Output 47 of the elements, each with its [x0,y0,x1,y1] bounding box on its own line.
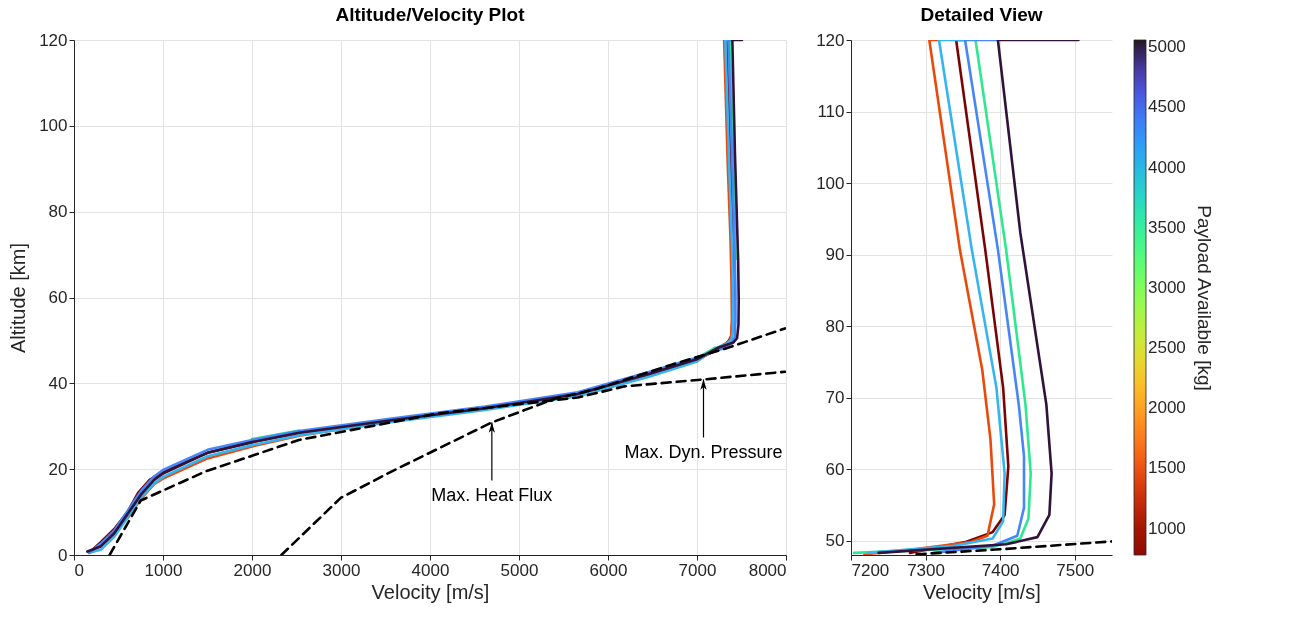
color-bar-title: Payload Available [kg] [1194,205,1215,391]
chart-title: Altitude/Velocity Plot [335,4,526,25]
x-axis-title: Velocity [m/s] [371,580,490,603]
x-tick-label: 3000 [322,560,361,580]
color-bar-label: 2000 [1148,398,1186,418]
y-tick-label: 80 [48,202,68,222]
y-tick-label: 60 [48,288,68,307]
color-bar-label: 3500 [1148,217,1186,237]
y-axis-title: Altitude [km] [7,242,30,354]
chart-title: Detailed View [920,4,1043,25]
x-tick-label: 7300 [907,560,945,580]
x-axis-title: Velocity [m/s] [923,580,1041,603]
x-tick-label: 7500 [1056,560,1095,580]
color-bar-label: 4500 [1148,97,1186,117]
y-tick-label: 80 [825,316,845,336]
color-bar-label: 4000 [1148,157,1186,177]
y-tick-label: 120 [39,30,68,50]
x-tick-label: 7400 [981,560,1020,580]
line-series [932,40,1026,555]
x-tick-label: 7000 [678,560,717,580]
annotation: Max. Heat Flux [431,485,553,506]
color-bar-label: 1000 [1148,518,1186,538]
y-tick-label: 100 [816,173,845,193]
y-tick-label: 110 [817,102,845,122]
x-tick-label: 2000 [233,560,272,580]
y-tick-label: 100 [39,116,68,136]
annotation: Max. Dyn. Pressure [624,442,783,463]
y-tick-label: 70 [825,388,845,408]
y-tick-label: 90 [825,245,845,265]
x-tick-label: 5000 [500,560,539,580]
color-bar-label: 3000 [1148,277,1186,297]
x-tick-label: 6000 [589,560,628,580]
x-tick-label: 8000 [748,560,787,580]
y-tick-label: 40 [48,373,68,393]
x-tick-label: 1000 [144,560,183,580]
color-bar-label: 5000 [1148,37,1186,57]
x-tick-label: 7200 [851,560,890,580]
y-tick-label: 0 [58,545,68,565]
y-tick-label: 20 [48,459,68,479]
color-bar-label: 2500 [1148,338,1186,358]
y-tick-label: 120 [816,30,845,50]
color-bar-label: 1500 [1148,458,1186,478]
x-tick-label: 4000 [411,560,450,580]
y-tick-label: 60 [825,459,845,479]
line-series [877,40,1080,555]
y-tick-label: 50 [825,531,845,551]
x-tick-label: 0 [74,560,84,580]
